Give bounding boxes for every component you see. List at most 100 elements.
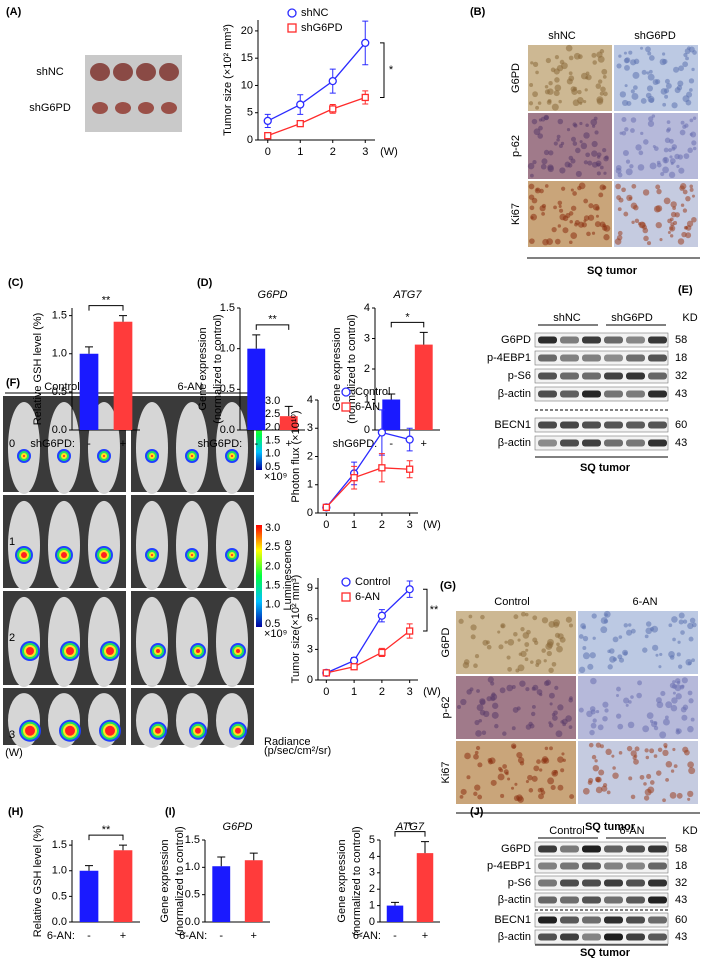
cell xyxy=(622,99,629,107)
cell xyxy=(553,90,560,97)
cell xyxy=(528,183,535,190)
band xyxy=(582,421,601,429)
x-unit: (W) xyxy=(423,686,441,698)
kd-label: 58 xyxy=(675,843,687,855)
signal xyxy=(21,552,27,558)
cell xyxy=(591,754,597,760)
cell xyxy=(668,148,672,152)
cell xyxy=(491,711,499,719)
cell xyxy=(540,163,547,170)
mouse xyxy=(136,693,168,748)
cell xyxy=(547,165,554,173)
cell xyxy=(672,206,676,210)
cell xyxy=(529,205,535,211)
cell xyxy=(603,234,610,241)
x-tick-label: - xyxy=(87,438,91,450)
colorbar-label: Luminescence xyxy=(282,540,294,611)
cell xyxy=(646,71,650,75)
cell xyxy=(668,623,673,628)
series-line xyxy=(267,96,366,137)
cell xyxy=(630,695,634,699)
cell xyxy=(568,240,573,245)
cell xyxy=(531,118,538,125)
colorbar-tick: 1.0 xyxy=(265,448,280,460)
cell xyxy=(663,743,668,748)
cell xyxy=(604,613,608,617)
cell xyxy=(652,79,659,85)
marker xyxy=(296,100,305,109)
cell xyxy=(517,638,521,642)
cell xyxy=(680,630,685,635)
y-tick-label: 0.5 xyxy=(185,889,200,901)
cell xyxy=(594,221,601,228)
band xyxy=(648,439,667,447)
cell xyxy=(680,203,685,207)
cell xyxy=(580,142,588,150)
cell xyxy=(652,644,659,651)
row-label: G6PD xyxy=(510,63,522,93)
cell xyxy=(548,81,553,86)
kd-label: 43 xyxy=(675,388,687,400)
x-tick-label: 2 xyxy=(379,519,385,531)
cell xyxy=(552,715,558,721)
cell xyxy=(631,93,639,100)
significance-bracket xyxy=(255,324,290,330)
cell xyxy=(675,728,680,732)
marker xyxy=(405,585,414,594)
band xyxy=(648,916,667,924)
marker xyxy=(405,435,414,444)
cell xyxy=(677,80,684,87)
cell xyxy=(516,751,523,759)
cell xyxy=(592,60,597,65)
cell xyxy=(561,752,565,756)
x-unit: (W) xyxy=(380,146,398,158)
cell xyxy=(511,726,516,731)
cell xyxy=(623,57,630,64)
y-tick-label: 0.5 xyxy=(220,383,235,395)
cell xyxy=(690,131,697,138)
cell xyxy=(542,238,549,246)
band xyxy=(538,916,557,924)
cell xyxy=(559,167,566,174)
cell xyxy=(520,611,526,617)
cell xyxy=(669,155,673,159)
cell xyxy=(587,160,593,166)
signal xyxy=(231,455,233,457)
panel-label: (G) xyxy=(440,580,456,592)
band xyxy=(648,390,667,398)
signal xyxy=(151,455,153,457)
mouse xyxy=(48,500,80,591)
cell xyxy=(583,132,590,139)
y-tick-label: 10 xyxy=(241,79,253,91)
cell xyxy=(600,626,608,634)
cell xyxy=(602,225,608,231)
cell xyxy=(477,794,483,800)
cell xyxy=(685,232,692,239)
tumor xyxy=(115,102,131,114)
cell xyxy=(459,794,464,799)
cell xyxy=(464,752,471,760)
cell xyxy=(554,238,561,245)
cell xyxy=(599,91,604,96)
cell xyxy=(687,690,693,696)
cell xyxy=(507,666,512,672)
significance: * xyxy=(389,64,394,76)
y-tick-label: 3 xyxy=(307,422,313,434)
y-tick-label: 1 xyxy=(369,900,375,912)
cell xyxy=(487,757,493,763)
band xyxy=(626,354,645,362)
cell xyxy=(618,54,622,58)
signal xyxy=(156,649,160,653)
cell xyxy=(604,155,609,160)
cell xyxy=(497,773,505,781)
significance: ** xyxy=(102,824,111,836)
cell xyxy=(624,64,630,71)
band xyxy=(560,879,579,887)
error-bar xyxy=(421,841,429,854)
cell xyxy=(678,619,684,625)
cell xyxy=(533,765,540,772)
panel-label: (F) xyxy=(6,377,20,389)
marker xyxy=(264,131,272,140)
cell xyxy=(583,198,589,204)
bar xyxy=(79,353,99,430)
